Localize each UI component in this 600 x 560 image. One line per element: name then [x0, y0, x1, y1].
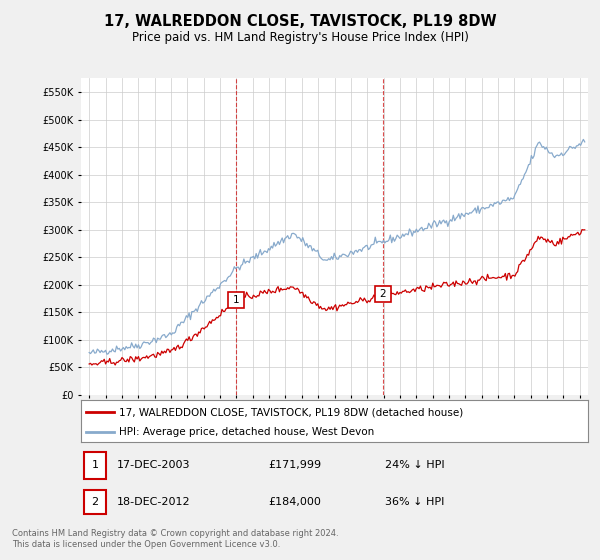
Text: Contains HM Land Registry data © Crown copyright and database right 2024.
This d: Contains HM Land Registry data © Crown c…	[12, 529, 338, 549]
Text: £184,000: £184,000	[269, 497, 322, 507]
Text: HPI: Average price, detached house, West Devon: HPI: Average price, detached house, West…	[119, 427, 374, 437]
Text: Price paid vs. HM Land Registry's House Price Index (HPI): Price paid vs. HM Land Registry's House …	[131, 31, 469, 44]
Text: 1: 1	[232, 295, 239, 305]
Text: 1: 1	[91, 460, 98, 470]
Text: £171,999: £171,999	[269, 460, 322, 470]
Bar	[83, 452, 106, 479]
Text: 17, WALREDDON CLOSE, TAVISTOCK, PL19 8DW (detached house): 17, WALREDDON CLOSE, TAVISTOCK, PL19 8DW…	[119, 407, 463, 417]
Text: 2: 2	[380, 288, 386, 298]
Text: 17-DEC-2003: 17-DEC-2003	[116, 460, 190, 470]
Text: 17, WALREDDON CLOSE, TAVISTOCK, PL19 8DW: 17, WALREDDON CLOSE, TAVISTOCK, PL19 8DW	[104, 14, 496, 29]
Text: 2: 2	[91, 497, 98, 507]
Text: 36% ↓ HPI: 36% ↓ HPI	[385, 497, 445, 507]
Bar	[83, 489, 106, 515]
Text: 24% ↓ HPI: 24% ↓ HPI	[385, 460, 445, 470]
Text: 18-DEC-2012: 18-DEC-2012	[116, 497, 190, 507]
